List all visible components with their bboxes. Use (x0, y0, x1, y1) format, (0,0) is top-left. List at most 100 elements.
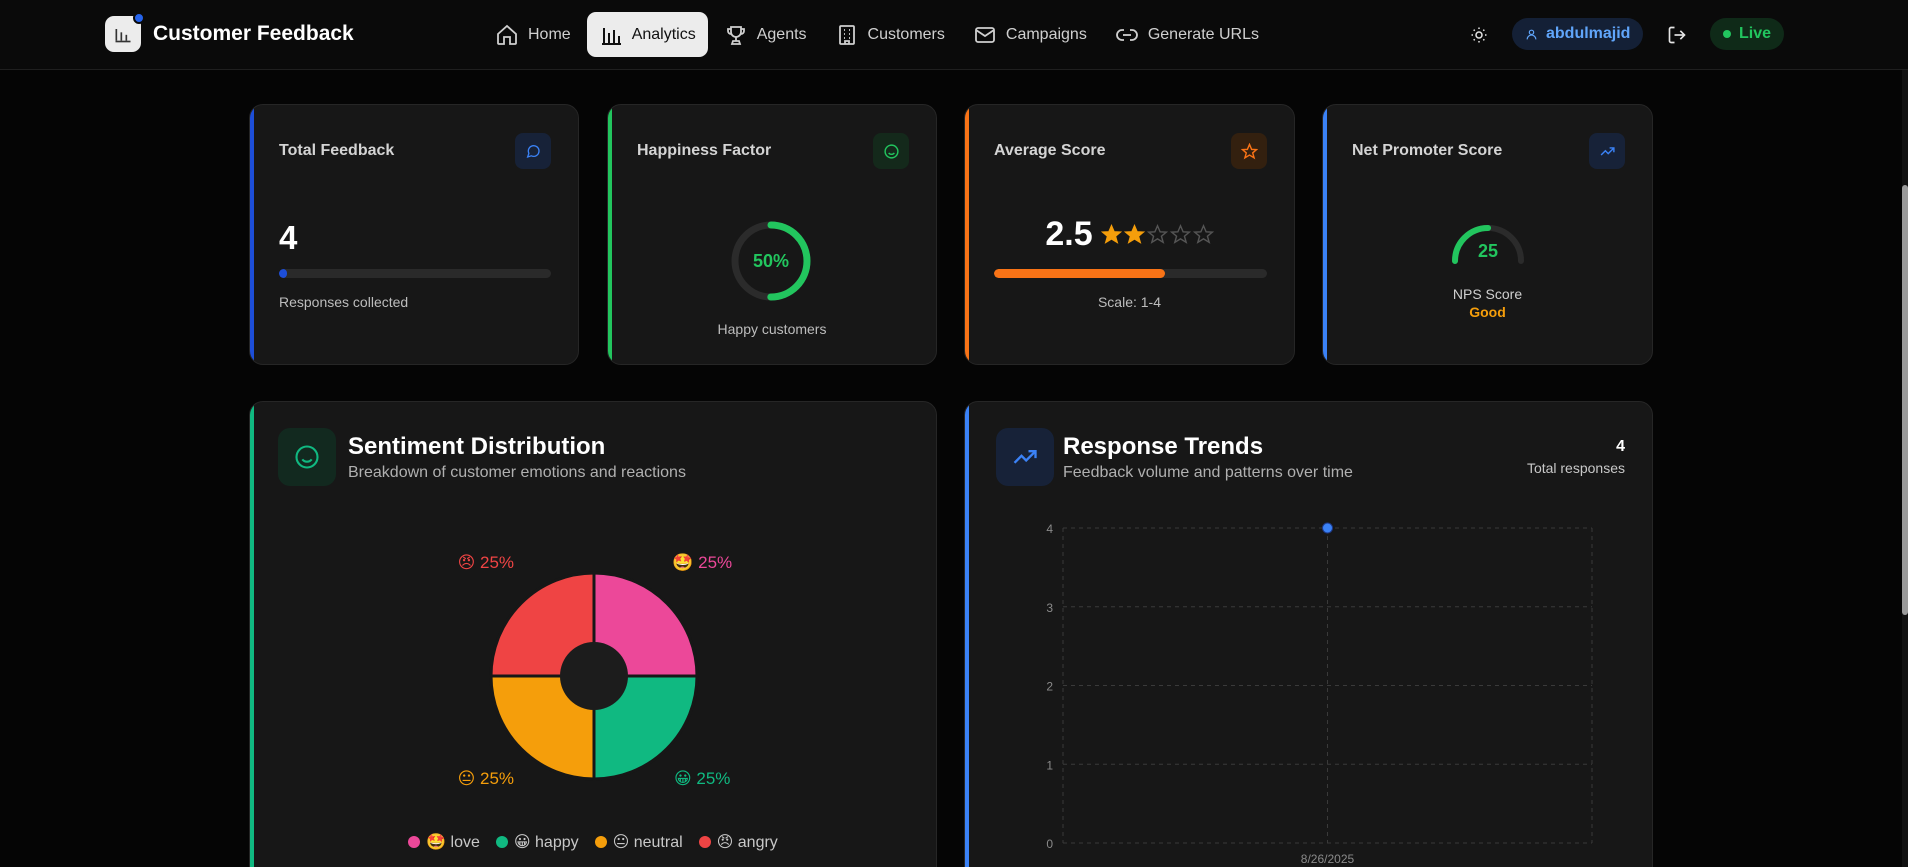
legend-label: 😀 happy (513, 834, 579, 851)
average-score-value: 2.5 (1045, 215, 1093, 253)
logout-icon (1668, 26, 1686, 44)
trends-panel: Response Trends Feedback volume and patt… (964, 401, 1653, 867)
nps-gauge: 25 (1452, 225, 1524, 264)
happiness-value: 50% (753, 251, 789, 271)
sentiment-panel: Sentiment Distribution Breakdown of cust… (249, 401, 937, 867)
progress-fill (279, 269, 288, 278)
notification-dot (133, 12, 145, 24)
nav-campaigns[interactable]: Campaigns (961, 12, 1099, 57)
star-icon (1240, 142, 1258, 159)
smile-icon (883, 143, 899, 159)
legend-item-happy: 😀 happy (495, 832, 579, 852)
card-label: Happiness Factor (637, 142, 772, 159)
legend-item-angry: 😠 angry (698, 832, 778, 852)
page-scrollbar[interactable] (1902, 70, 1908, 867)
total-feedback-value: 4 (279, 219, 298, 256)
y-tick-label: 3 (1046, 601, 1053, 615)
card-accent (250, 105, 254, 364)
theme-toggle-button[interactable] (1466, 22, 1492, 48)
nav-home[interactable]: Home (483, 12, 583, 57)
slice-happy[interactable] (592, 674, 699, 781)
y-tick-label: 4 (1046, 522, 1053, 536)
card-icon-box (1231, 133, 1267, 169)
bar-chart-icon (115, 29, 131, 43)
legend-label: 🤩 love (426, 834, 480, 851)
nav-customers[interactable]: Customers (823, 12, 957, 57)
legend-dot (594, 836, 607, 848)
sentiment-subtitle: Breakdown of customer emotions and react… (348, 464, 686, 481)
nav-label: Customers (867, 25, 945, 43)
card-accent (1323, 105, 1327, 364)
star-filled-icon (1100, 224, 1122, 244)
slice-angry[interactable] (489, 571, 596, 678)
panel-icon-box (996, 428, 1054, 486)
nav-generate-urls[interactable]: Generate URLs (1103, 12, 1271, 57)
happiness-ring: 50% (731, 221, 811, 301)
progress-fill (994, 269, 1165, 278)
message-icon (526, 145, 540, 159)
sentiment-legend: 🤩 love 😀 happy 😐 neutral 😠 angry (249, 832, 937, 852)
happiness-caption: Happy customers (717, 321, 827, 337)
slice-neutral[interactable] (489, 674, 596, 781)
star-rating (1100, 224, 1214, 245)
mail-icon (974, 26, 995, 43)
card-label: Average Score (994, 142, 1106, 159)
card-icon-box (1589, 133, 1625, 169)
average-score-card: Average Score 2.5 Scale: 1-4 (964, 104, 1295, 365)
total-feedback-progress (279, 269, 551, 278)
legend-dot (698, 836, 711, 848)
home-icon (497, 24, 517, 45)
sentiment-title: Sentiment Distribution (348, 433, 606, 460)
slice-label-angry: 😠 25% (458, 553, 514, 572)
ring-fill (731, 221, 811, 301)
data-point[interactable] (1322, 522, 1333, 534)
logout-button[interactable] (1664, 22, 1690, 48)
scrollbar-thumb[interactable] (1902, 185, 1908, 615)
star-empty-icon (1192, 224, 1214, 244)
building-icon (838, 24, 855, 45)
trends-total-label: Total responses (1526, 460, 1625, 476)
smile-icon (295, 445, 319, 469)
nav-agents[interactable]: Agents (712, 12, 819, 57)
nav-label: Analytics (631, 25, 696, 43)
app-logo[interactable] (105, 12, 145, 52)
response-trend-chart: 0 1 2 3 4 8/26/2025 (1046, 522, 1593, 866)
star-empty-icon (1146, 224, 1168, 244)
card-accent (965, 105, 969, 364)
nav-label: Campaigns (1005, 25, 1087, 43)
y-tick-label: 2 (1046, 680, 1053, 694)
card-icon-box (515, 133, 551, 169)
app-title: Customer Feedback (153, 22, 354, 45)
average-score-row: 2.5 (965, 215, 1294, 254)
x-tick-label: 8/26/2025 (1301, 852, 1355, 866)
star-filled-icon (1123, 224, 1145, 244)
panel-icon-box (278, 428, 336, 486)
legend-item-love: 🤩 love (408, 832, 480, 852)
legend-label: 😐 neutral (612, 834, 683, 851)
card-label: Net Promoter Score (1352, 142, 1503, 159)
trends-title: Response Trends (1063, 433, 1264, 460)
y-tick-label: 0 (1046, 837, 1053, 851)
card-icon-box (873, 133, 909, 169)
nps-card: Net Promoter Score 25 NPS Score Good (1322, 104, 1653, 365)
average-score-progress (994, 269, 1267, 278)
trends-total-value: 4 (1616, 438, 1625, 455)
nav-label: Generate URLs (1147, 25, 1259, 43)
slice-love[interactable] (592, 571, 699, 678)
user-profile-button[interactable]: abdulmajid (1512, 18, 1644, 50)
nav-label: Home (528, 25, 571, 43)
star-empty-icon (1169, 224, 1191, 244)
legend-item-neutral: 😐 neutral (594, 832, 683, 852)
total-feedback-caption: Responses collected (279, 294, 409, 310)
nps-value: 25 (1478, 241, 1498, 261)
nav-label: Agents (756, 25, 807, 43)
slice-label-neutral: 😐 25% (458, 769, 514, 788)
trends-subtitle: Feedback volume and patterns over time (1063, 464, 1353, 481)
live-label: Live (1739, 25, 1772, 42)
nav-analytics[interactable]: Analytics (586, 12, 708, 57)
donut-hole (560, 642, 628, 710)
trending-up-icon (1013, 450, 1037, 464)
nps-caption: NPS Score (1452, 286, 1523, 302)
slice-label-happy: 😀 25% (674, 769, 730, 788)
total-feedback-card: Total Feedback 4 Responses collected (249, 104, 579, 365)
